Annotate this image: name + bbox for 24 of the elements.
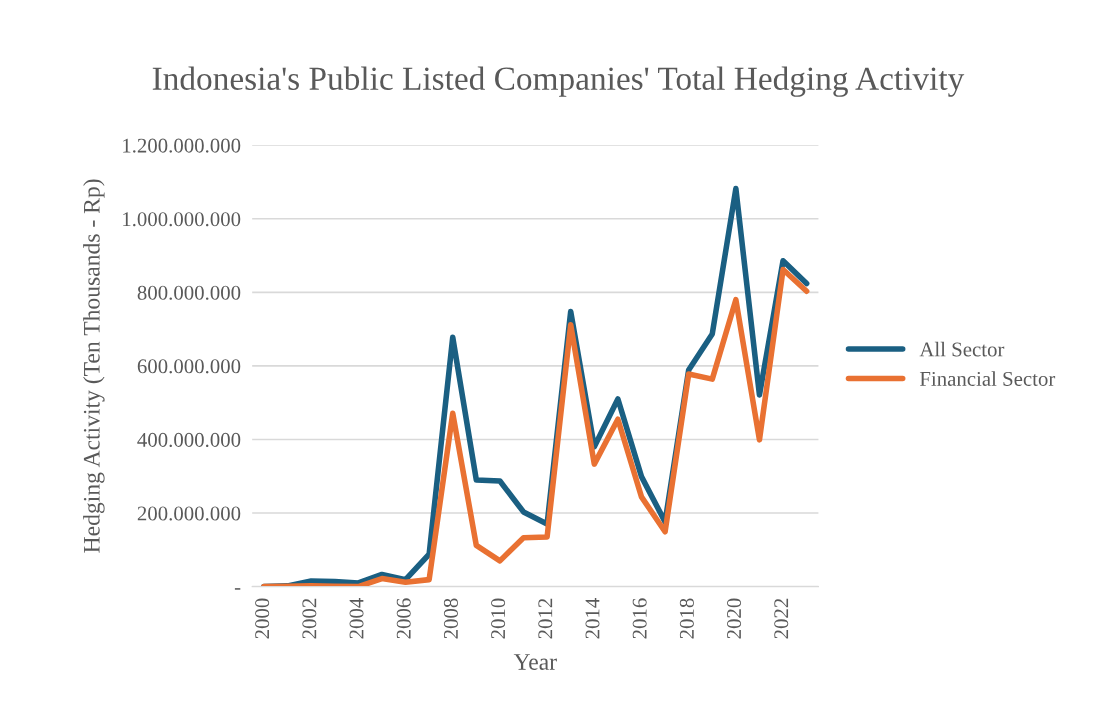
x-tick-label: 2018 xyxy=(679,598,694,639)
x-tick-label: 2000 xyxy=(255,598,270,639)
y-tick-label: - xyxy=(234,588,241,590)
x-tick-label: 2008 xyxy=(443,598,458,639)
x-tick-label: 2006 xyxy=(396,598,411,639)
y-tick-label: 1.000.000.000 xyxy=(123,212,241,227)
y-tick-label: 400.000.000 xyxy=(137,432,241,447)
x-axis-title: Year xyxy=(513,654,557,670)
y-tick-label: 600.000.000 xyxy=(137,359,241,374)
x-tick-label: 2012 xyxy=(538,598,553,639)
x-tick-label: 2016 xyxy=(632,598,647,639)
y-tick-label: 1.200.000.000 xyxy=(123,138,241,153)
x-tick-label: 2002 xyxy=(302,598,317,639)
chart-title: Indonesia's Public Listed Companies' Total Hedging Activity xyxy=(152,66,965,97)
x-tick-label: 2022 xyxy=(774,598,789,639)
y-axis-title: Hedging Activity (Ten Thousands - Rp) xyxy=(83,179,105,553)
x-tick-label: 2010 xyxy=(491,598,506,639)
x-tick-label: 2004 xyxy=(349,598,364,639)
x-tick-label: 2014 xyxy=(585,598,600,639)
x-tick-label: 2020 xyxy=(727,598,742,639)
y-tick-label: 800.000.000 xyxy=(137,285,241,300)
y-tick-label: 200.000.000 xyxy=(137,506,241,521)
legend-label: Financial Sector xyxy=(919,371,1056,386)
legend-label: All Sector xyxy=(919,341,1005,357)
